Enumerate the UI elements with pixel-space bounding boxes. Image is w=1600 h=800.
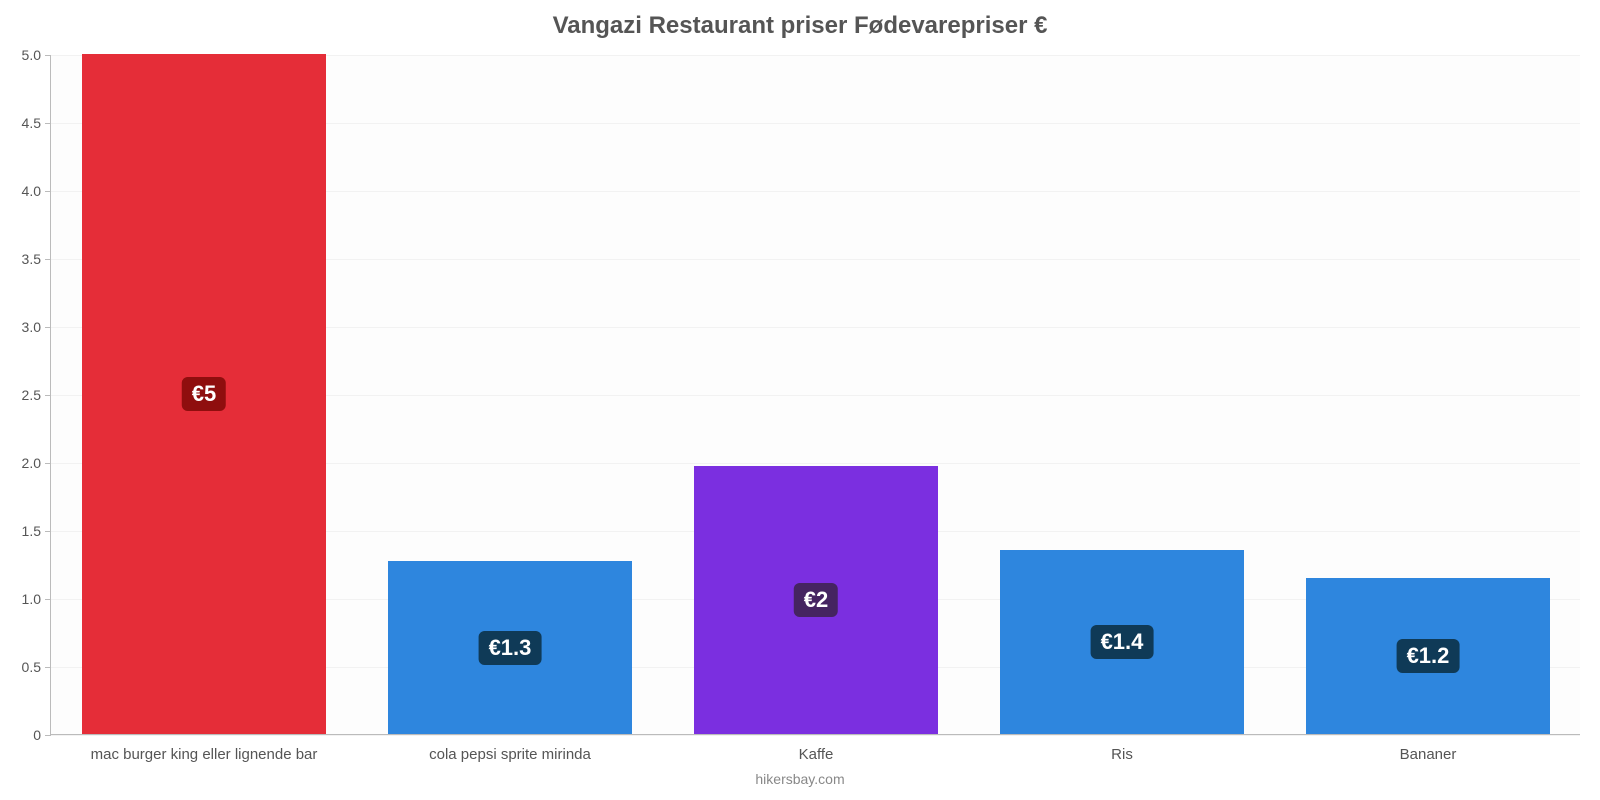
- xtick-label: cola pepsi sprite mirinda: [429, 734, 591, 763]
- ytick-label: 4.5: [22, 115, 51, 131]
- ytick-label: 2.0: [22, 455, 51, 471]
- plot-area: 00.51.01.52.02.53.03.54.04.55.0€5mac bur…: [50, 55, 1580, 735]
- chart-title: Vangazi Restaurant priser Fødevarepriser…: [0, 12, 1600, 40]
- bar-value-label: €1.4: [1091, 625, 1154, 659]
- bar: €5: [82, 54, 327, 734]
- bar-value-label: €2: [794, 583, 838, 617]
- ytick-label: 4.0: [22, 183, 51, 199]
- bar-value-label: €1.3: [479, 631, 542, 665]
- xtick-label: Ris: [1111, 734, 1133, 763]
- bar-value-label: €5: [182, 377, 226, 411]
- ytick-label: 1.0: [22, 591, 51, 607]
- ytick-label: 2.5: [22, 387, 51, 403]
- chart-credit: hikersbay.com: [0, 771, 1600, 787]
- xtick-label: Bananer: [1400, 734, 1457, 763]
- xtick-label: mac burger king eller lignende bar: [91, 734, 318, 763]
- bar: €2: [694, 466, 939, 734]
- price-bar-chart: Vangazi Restaurant priser Fødevarepriser…: [0, 0, 1600, 800]
- bar: €1.4: [1000, 550, 1245, 734]
- ytick-label: 1.5: [22, 523, 51, 539]
- ytick-label: 3.5: [22, 251, 51, 267]
- ytick-label: 0: [33, 727, 51, 743]
- bar: €1.2: [1306, 578, 1551, 734]
- ytick-label: 3.0: [22, 319, 51, 335]
- bar: €1.3: [388, 561, 633, 734]
- xtick-label: Kaffe: [799, 734, 834, 763]
- bar-value-label: €1.2: [1397, 639, 1460, 673]
- ytick-label: 0.5: [22, 659, 51, 675]
- ytick-label: 5.0: [22, 47, 51, 63]
